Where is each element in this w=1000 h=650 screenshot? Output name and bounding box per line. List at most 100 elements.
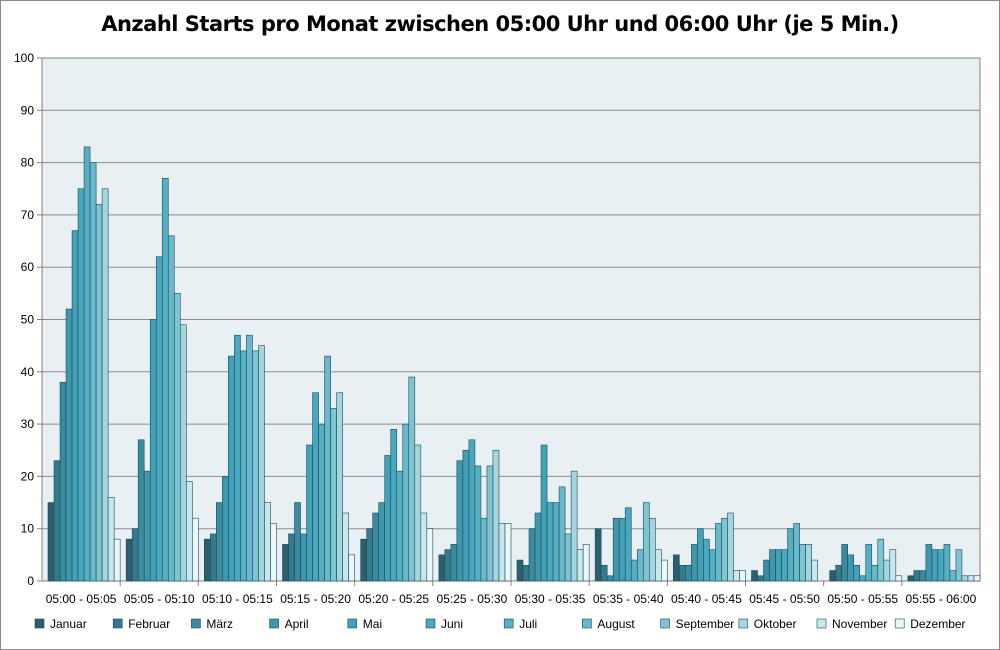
bar [330,408,337,582]
bar [216,502,223,582]
bar [300,533,307,582]
x-tick-label: 05:10 - 05:15 [202,592,273,606]
x-tick-label: 05:00 - 05:05 [46,592,117,606]
bar [149,319,157,582]
bar [691,544,698,582]
bar [53,460,61,582]
bar [312,392,319,582]
legend-label: August [597,617,635,631]
bar [318,423,325,582]
y-tick-label: 40 [21,365,35,379]
bar [522,565,530,582]
x-tick-label: 05:45 - 05:50 [749,592,820,606]
bar [324,355,331,582]
bar [246,334,253,582]
bar [751,570,758,582]
bar [360,538,367,582]
legend-label: Juli [519,617,537,631]
x-tick-label: 05:50 - 05:55 [827,592,898,606]
bar [366,528,373,582]
bar [937,549,945,582]
x-tick-label: 05:20 - 05:25 [358,592,429,606]
bar [715,523,722,582]
legend-label: Juni [441,617,463,631]
legend-swatch [269,618,279,629]
bar [612,517,620,582]
bar [757,575,764,582]
bar [540,444,548,582]
bar [210,533,217,582]
bar [883,559,891,582]
legend-swatch [503,618,514,629]
bar [955,549,963,582]
legend-swatch [347,618,358,629]
bar [582,544,590,582]
bar [137,439,145,582]
legend-label: September [676,617,735,631]
bar [390,429,398,582]
bar [967,575,975,582]
bar [769,549,776,582]
bar [973,575,981,582]
legend-swatch [660,618,670,629]
bar [288,533,295,582]
bar [534,512,542,582]
legend-label: Februar [128,617,170,631]
bar [101,188,109,582]
bar [528,528,536,582]
legend-swatch [582,618,592,629]
bar [931,549,939,582]
bar [71,230,79,582]
y-tick-label: 90 [21,103,35,117]
bar [805,544,812,582]
bar [167,235,175,582]
bar [919,570,927,582]
legend-swatch [34,618,45,629]
x-tick-label: 05:05 - 05:10 [124,592,195,606]
bar [59,381,67,582]
y-tick-label: 100 [14,51,34,65]
bar [414,444,422,582]
bar [504,523,512,582]
bar [402,423,410,582]
bar [703,538,710,582]
bar [913,570,921,582]
legend-label: Januar [50,617,87,631]
bar [558,486,566,582]
bar [685,565,692,582]
bar [264,502,271,582]
bar [594,528,602,582]
bar [348,554,355,582]
bar [853,565,861,582]
bar [474,465,482,582]
bar [727,512,734,582]
bar [270,523,277,582]
bar [661,559,668,582]
bar [186,481,193,582]
bar [282,544,289,582]
bar [877,538,885,582]
bar [378,502,386,582]
bar [306,444,313,582]
bar [408,376,416,582]
x-tick-label: 05:55 - 06:00 [906,592,977,606]
bar [492,449,500,582]
bar [793,523,800,582]
bar [739,570,746,582]
bar [480,517,488,582]
bar [787,528,794,582]
bar [655,549,662,582]
bar [462,449,470,582]
legend-swatch [191,618,201,629]
bar [811,559,818,582]
bar [498,523,506,582]
bar [450,544,458,582]
bar [907,575,915,582]
legend-swatch [894,618,905,629]
bar [775,549,782,582]
x-tick-label: 05:35 - 05:40 [593,592,664,606]
bar [636,549,644,582]
bar [384,455,392,582]
bar [77,188,85,582]
bar [258,345,265,582]
